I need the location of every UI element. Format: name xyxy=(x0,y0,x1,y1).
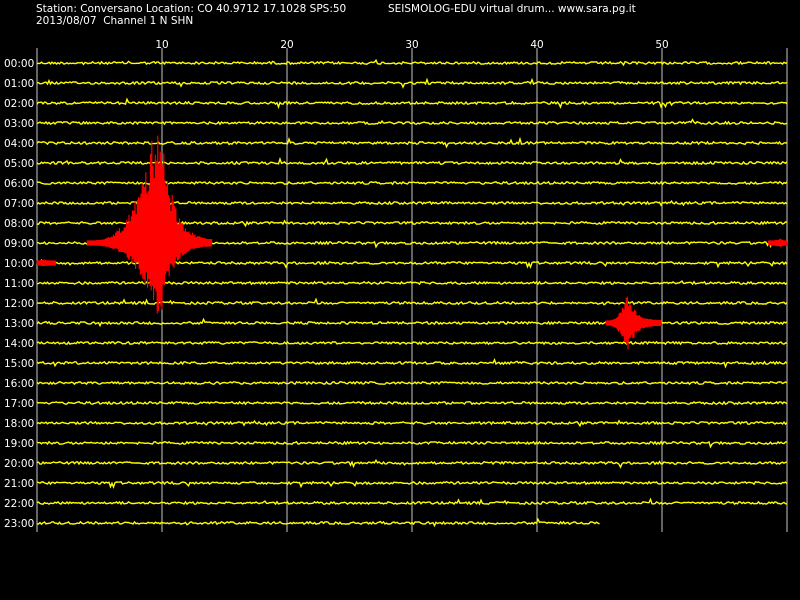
x-tick-label: 30 xyxy=(405,39,418,51)
trace-line xyxy=(36,440,788,449)
hour-label: 15:00 xyxy=(4,358,34,370)
hour-label: 12:00 xyxy=(4,298,34,310)
station-info: Station: Conversano Location: CO 40.9712… xyxy=(36,3,347,15)
hour-label: 18:00 xyxy=(4,418,34,430)
hour-label: 20:00 xyxy=(4,458,34,470)
hour-label: 05:00 xyxy=(4,158,34,170)
trace-line xyxy=(36,118,788,126)
drum-title: SEISMOLOG-EDU virtual drum... www.sara.p… xyxy=(388,3,636,15)
hour-label: 17:00 xyxy=(4,398,34,410)
hour-label: 02:00 xyxy=(4,98,34,110)
hour-label: 07:00 xyxy=(4,198,34,210)
trace-line xyxy=(36,136,788,149)
trace-line xyxy=(36,358,788,369)
hour-labels: 00:00 01:00 02:00 03:00 04:00 05:00 06:00 07:00… xyxy=(4,58,34,530)
hour-label: 21:00 xyxy=(4,478,34,490)
hour-label: 19:00 xyxy=(4,438,34,450)
hour-label: 09:00 xyxy=(4,238,34,250)
x-tick-label: 10 xyxy=(155,39,168,51)
grid-lines xyxy=(36,48,788,532)
hour-label: 10:00 xyxy=(4,258,34,270)
event-waveform xyxy=(36,259,57,267)
events xyxy=(36,135,788,350)
hour-label: 16:00 xyxy=(4,378,34,390)
hour-label: 14:00 xyxy=(4,338,34,350)
trace-line xyxy=(36,77,788,89)
trace-line xyxy=(36,340,788,346)
trace-line xyxy=(36,317,788,328)
trace-line xyxy=(36,419,788,428)
x-tick-label: 20 xyxy=(280,39,293,51)
trace-line xyxy=(36,458,788,469)
hour-label: 13:00 xyxy=(4,318,34,330)
hour-label: 01:00 xyxy=(4,78,34,90)
hour-label: 08:00 xyxy=(4,218,34,230)
hour-label: 22:00 xyxy=(4,498,34,510)
x-tick-label: 40 xyxy=(530,39,543,51)
x-tick-labels: 10 20 30 40 50 xyxy=(155,39,668,51)
event-waveform xyxy=(86,135,213,314)
trace-line xyxy=(36,58,788,67)
hour-label: 00:00 xyxy=(4,58,34,70)
hour-label: 06:00 xyxy=(4,178,34,190)
trace-line xyxy=(36,156,788,166)
hour-label: 23:00 xyxy=(4,518,34,530)
hour-label: 04:00 xyxy=(4,138,34,150)
x-tick-label: 50 xyxy=(655,39,668,51)
event-waveform xyxy=(605,296,663,350)
hour-label: 11:00 xyxy=(4,278,34,290)
date-channel-info: 2013/08/07 Channel 1 N SHN xyxy=(36,15,194,27)
trace-line xyxy=(36,400,788,406)
hour-label: 03:00 xyxy=(4,118,34,130)
trace-line xyxy=(36,480,788,490)
trace-line xyxy=(36,97,788,110)
trace-line xyxy=(36,380,788,386)
trace-line xyxy=(36,497,788,506)
trace-line xyxy=(36,517,600,528)
event-waveform xyxy=(767,238,788,248)
